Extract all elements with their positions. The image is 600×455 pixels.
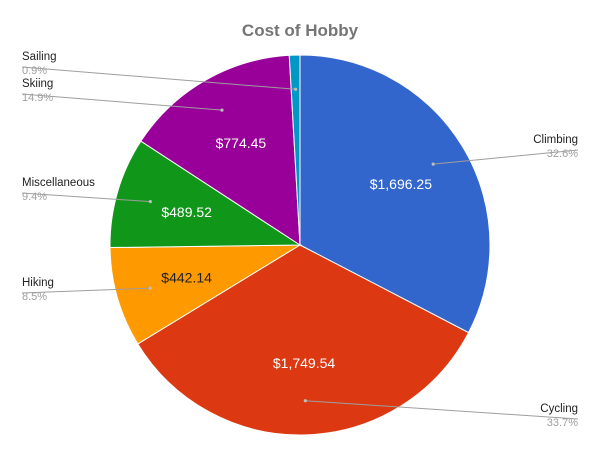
leader-dot-miscellaneous (148, 199, 152, 204)
slice-value-label-hiking: $442.14 (161, 270, 212, 286)
leader-line-skiing (21, 93, 223, 111)
label-percent-miscellaneous: 9.4% (22, 191, 47, 203)
label-name-climbing: Climbing (533, 134, 578, 146)
slice-value-label-climbing: $1,696.25 (370, 176, 432, 192)
pie-slice-climbing (299, 54, 491, 334)
slice-value-label-skiing: $774.45 (216, 135, 267, 151)
slice-value-label-miscellaneous: $489.52 (161, 204, 212, 220)
chart-title: Cost of Hobby (242, 21, 359, 40)
leader-line-sailing (21, 66, 296, 90)
pie-slice-miscellaneous (109, 140, 302, 249)
label-name-skiing: Skiing (22, 78, 53, 90)
slice-value-labels: $1,696.25 $1,749.54 $442.14 $489.52 $774.45 (161, 135, 432, 371)
outside-labels: Climbing 32.6% Cycling 33.7% Hiking 8.5% Misce… (22, 51, 578, 429)
label-percent-climbing: 32.6% (547, 148, 578, 160)
pie-slice-hiking (109, 244, 302, 345)
pie-slice-cycling (137, 244, 470, 436)
pie-slice-skiing (140, 54, 301, 246)
leader-line-hiking (21, 287, 151, 294)
pie-slice-sailing (288, 54, 301, 246)
leader-lines (21, 66, 579, 420)
label-name-cycling: Cycling (540, 403, 578, 415)
pie-slices (109, 54, 491, 436)
leader-dot-climbing (431, 162, 435, 166)
leader-line-miscellaneous (21, 192, 151, 203)
label-name-miscellaneous: Miscellaneous (22, 177, 95, 189)
slice-value-label-cycling: $1,749.54 (273, 355, 335, 371)
label-percent-cycling: 33.7% (547, 417, 578, 429)
leader-dot-cycling (303, 399, 307, 403)
label-name-sailing: Sailing (22, 51, 57, 63)
label-name-hiking: Hiking (22, 277, 54, 289)
leader-line-cycling (305, 400, 579, 420)
leader-dot-sailing (293, 87, 298, 91)
label-percent-hiking: 8.5% (22, 291, 47, 303)
leader-line-climbing (433, 149, 579, 165)
label-percent-skiing: 14.9% (22, 92, 53, 104)
leader-dot-hiking (148, 286, 152, 290)
label-percent-sailing: 0.9% (22, 65, 47, 77)
leader-dot-skiing (220, 108, 224, 112)
